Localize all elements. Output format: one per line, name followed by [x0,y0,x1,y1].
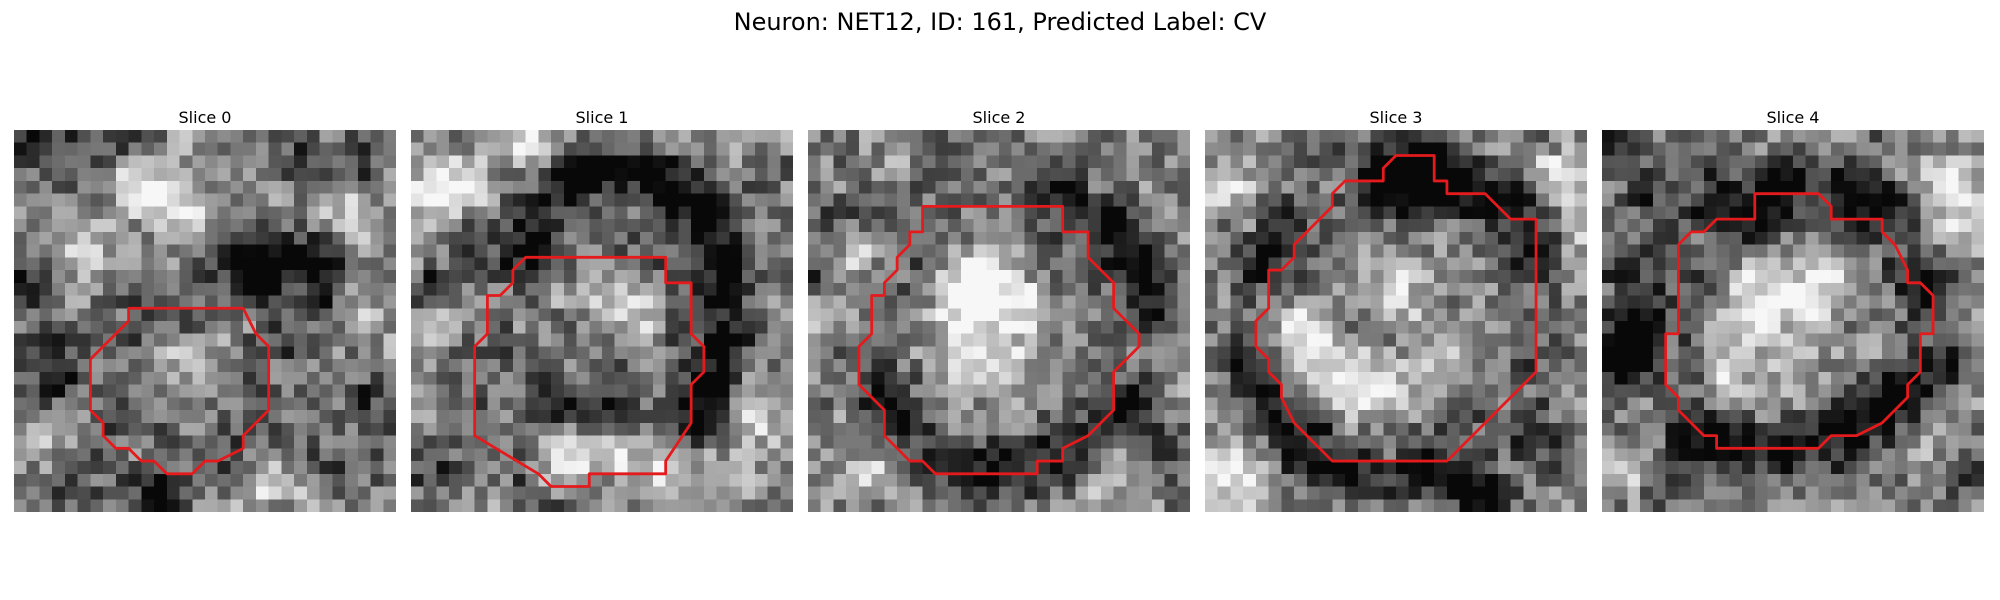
slice-panel-1: Slice 1 [411,108,793,512]
slice-panel-4: Slice 4 [1602,108,1984,512]
slice-title: Slice 3 [1205,108,1587,130]
slice-title: Slice 2 [808,108,1190,130]
slice-title: Slice 4 [1602,108,1984,130]
slice-image [1602,130,1984,512]
slice-title: Slice 1 [411,108,793,130]
slice-panel-0: Slice 0 [14,108,396,512]
voxel-grid [411,130,793,512]
figure-title: Neuron: NET12, ID: 161, Predicted Label:… [0,6,2000,38]
slice-panel-2: Slice 2 [808,108,1190,512]
voxel-grid [1602,130,1984,512]
slice-image [808,130,1190,512]
voxel-grid [808,130,1190,512]
voxel-grid [1205,130,1587,512]
slice-image [1205,130,1587,512]
slice-image [411,130,793,512]
slice-title: Slice 0 [14,108,396,130]
slice-panel-3: Slice 3 [1205,108,1587,512]
voxel-grid [14,130,396,512]
slice-image [14,130,396,512]
